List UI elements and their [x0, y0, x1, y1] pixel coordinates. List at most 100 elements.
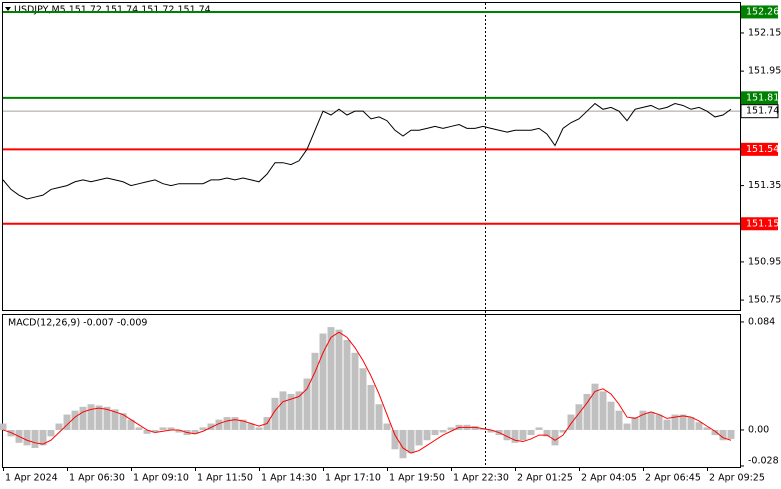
macd-bar — [687, 417, 695, 430]
macd-bar — [239, 419, 247, 430]
macd-bar — [695, 422, 703, 430]
chart-title: USDJPY,M5 151.72 151.74 151.72 151.74 — [14, 5, 211, 16]
macd-bar — [663, 419, 671, 430]
macd-bar — [103, 406, 111, 430]
macd-bar — [359, 368, 367, 430]
macd-bar — [295, 391, 303, 430]
last-price-label: 151.74 — [746, 106, 779, 117]
macd-bar — [503, 429, 511, 441]
macd-bar — [631, 417, 639, 430]
macd-bar — [191, 429, 199, 434]
y-tick-label: 152.15 — [748, 27, 781, 38]
y-tick-label: 151.95 — [748, 66, 781, 77]
macd-bar — [47, 429, 55, 437]
macd-bar — [247, 423, 255, 430]
macd-title: MACD(12,26,9) -0.007 -0.009 — [8, 318, 147, 329]
macd-bar — [511, 429, 519, 443]
macd-bar — [399, 429, 407, 459]
macd-bar — [423, 429, 431, 441]
macd-bar — [31, 429, 39, 448]
macd-bar — [439, 429, 447, 433]
macd-bar — [23, 429, 31, 446]
macd-bar — [479, 428, 487, 430]
level-label-box — [741, 142, 778, 156]
x-tick-label: 1 Apr 06:30 — [69, 473, 125, 484]
macd-bar — [167, 427, 175, 430]
last-price-box — [740, 104, 779, 119]
price-line — [2, 102, 732, 200]
x-tick-label: 2 Apr 06:45 — [645, 473, 701, 484]
y-tick-label: 0.084 — [748, 316, 775, 327]
menu-arrow — [5, 7, 11, 11]
y-tick-label: 151.35 — [748, 180, 781, 191]
macd-bar — [327, 327, 335, 430]
macd-bar — [591, 383, 599, 430]
x-tick-label: 2 Apr 01:25 — [517, 473, 573, 484]
x-tick-label: 2 Apr 04:05 — [581, 473, 637, 484]
macd-bar — [711, 429, 719, 436]
macd-bar — [383, 423, 391, 430]
macd-bar — [143, 429, 151, 434]
macd-bar — [599, 391, 607, 430]
macd-bar — [119, 413, 127, 430]
macd-bar — [487, 429, 495, 433]
macd-bar — [431, 429, 439, 436]
y-tick-label: -0.028 — [748, 456, 779, 467]
macd-panel-frame — [2, 314, 741, 468]
macd-bar — [623, 423, 631, 430]
x-tick-label: 1 Apr 19:50 — [389, 473, 445, 484]
macd-bar — [335, 329, 343, 430]
macd-bar — [679, 414, 687, 430]
macd-bar — [535, 427, 543, 430]
macd-bar — [559, 429, 567, 433]
macd-bar — [71, 410, 79, 430]
macd-bar — [303, 378, 311, 430]
macd-bar — [391, 429, 399, 450]
macd-bar — [655, 414, 663, 430]
x-tick-label: 1 Apr 2024 — [5, 473, 58, 484]
macd-bar — [279, 391, 287, 430]
macd-bar — [87, 404, 95, 430]
x-tick-label: 1 Apr 11:50 — [197, 473, 253, 484]
y-tick-label: 150.75 — [748, 295, 781, 306]
macd-bar — [159, 427, 167, 430]
level-label: 151.54 — [746, 144, 779, 155]
macd-bar — [0, 423, 7, 430]
x-tick-label: 1 Apr 17:10 — [325, 473, 381, 484]
level-label-box — [741, 91, 778, 105]
macd-bar — [567, 414, 575, 430]
x-tick-label: 1 Apr 09:10 — [133, 473, 189, 484]
macd-bar — [367, 384, 375, 430]
macd-bar — [175, 429, 183, 433]
macd-bar — [551, 429, 559, 446]
macd-bar — [215, 419, 223, 430]
macd-bar — [255, 427, 263, 430]
macd-bar — [407, 429, 415, 454]
macd-bar — [447, 427, 455, 430]
macd-bar — [207, 423, 215, 430]
macd-bar — [39, 429, 47, 446]
macd-bar — [127, 419, 135, 430]
macd-bar — [319, 333, 327, 430]
macd-bar — [575, 404, 583, 430]
level-label: 151.81 — [746, 92, 779, 103]
macd-bar — [583, 393, 591, 430]
macd-bar — [79, 406, 87, 430]
macd-bar — [703, 427, 711, 430]
macd-bar — [95, 405, 103, 430]
macd-bar — [311, 352, 319, 430]
macd-bar — [639, 410, 647, 430]
level-label: 151.15 — [746, 218, 779, 229]
macd-bar — [527, 429, 535, 436]
x-tick-label: 2 Apr 09:25 — [709, 473, 765, 484]
macd-bar — [647, 411, 655, 430]
macd-bar — [727, 429, 735, 439]
macd-bar — [375, 404, 383, 430]
y-tick-label: 0.00 — [748, 424, 769, 435]
macd-bar — [287, 393, 295, 430]
signal-line — [2, 331, 732, 454]
macd-bar — [415, 429, 423, 446]
macd-bar — [343, 339, 351, 430]
